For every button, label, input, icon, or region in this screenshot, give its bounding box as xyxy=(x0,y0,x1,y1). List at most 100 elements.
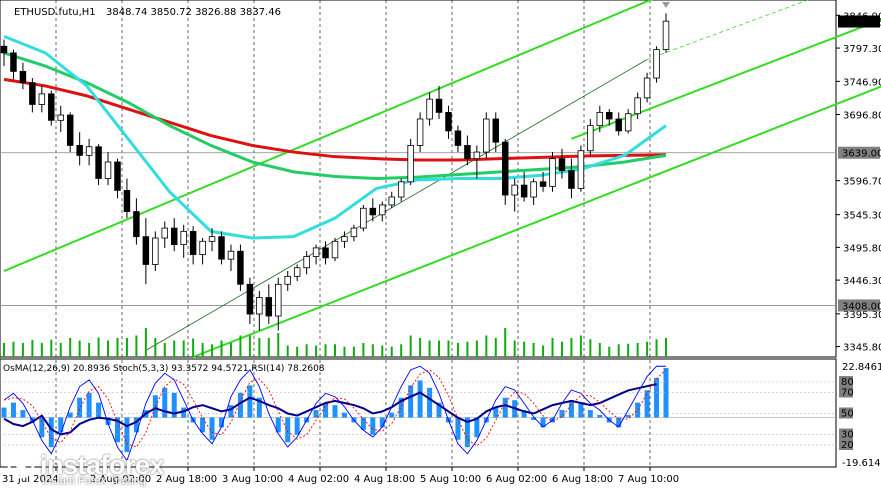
brand-tagline: Instant Forex Trading xyxy=(42,475,146,487)
candle xyxy=(312,244,320,265)
volume-bar xyxy=(542,345,545,357)
candle xyxy=(360,204,367,232)
candle-body xyxy=(218,236,225,260)
channel-upper_line xyxy=(3,0,653,272)
candle xyxy=(615,112,622,136)
candle-body xyxy=(284,275,291,285)
osma-bar xyxy=(171,392,177,418)
volume-bar xyxy=(494,338,497,357)
candle-body xyxy=(170,227,178,246)
volume-bar xyxy=(97,337,100,357)
candle-body xyxy=(606,111,613,120)
osma-bar xyxy=(455,417,461,440)
osma-bar xyxy=(1,407,7,418)
osma-bar xyxy=(370,417,376,435)
candle xyxy=(350,224,358,242)
osma-bar xyxy=(332,405,338,418)
candle-body xyxy=(624,113,632,132)
candle xyxy=(520,171,528,202)
volume-bar xyxy=(154,338,157,357)
osma-bar xyxy=(67,412,73,418)
volume-bar xyxy=(598,343,601,357)
price-tick-label: 3395.30 xyxy=(843,310,881,321)
candle-body xyxy=(180,230,187,246)
osma-bar xyxy=(389,412,395,418)
time-tick-label: 4 Aug 02:00 xyxy=(288,474,349,485)
osma-bar xyxy=(275,417,281,433)
candle xyxy=(265,284,273,324)
candle-body xyxy=(530,181,537,198)
current-price-tag xyxy=(838,15,880,28)
candle-body xyxy=(549,158,556,187)
volume-bar xyxy=(173,340,176,357)
candle xyxy=(445,105,452,139)
candle-body xyxy=(416,118,424,146)
price-tick-label: 3746.90 xyxy=(843,77,881,88)
candle xyxy=(539,171,547,192)
osma-bar xyxy=(58,417,64,433)
candle xyxy=(568,158,575,199)
candle xyxy=(397,178,405,202)
candle-body xyxy=(57,114,64,121)
volume-bar xyxy=(182,340,185,357)
candle-body xyxy=(114,161,121,191)
price-tick-label: 3345.80 xyxy=(843,343,881,354)
brand-name: instaforex xyxy=(40,450,165,480)
candle xyxy=(123,178,131,219)
candle xyxy=(483,112,490,159)
volume-bars xyxy=(3,328,667,357)
candle-body xyxy=(596,111,604,127)
volume-bar xyxy=(352,346,355,357)
osc-level-tag xyxy=(839,439,853,450)
osma-bar xyxy=(587,410,593,418)
candle-body xyxy=(634,97,641,115)
osma-bar xyxy=(20,410,26,418)
osma-bar xyxy=(152,395,158,418)
candle xyxy=(208,228,216,252)
osma-bar xyxy=(48,417,54,448)
volume-bar xyxy=(570,338,573,357)
candle xyxy=(218,231,225,265)
osma-bar xyxy=(10,402,16,418)
time-axis: 31 Jul 2024 2 Aug 02:00 2 Aug 18:00 3 Aug 1… xyxy=(2,467,679,485)
volume-bar xyxy=(201,343,204,357)
volume-bar xyxy=(248,335,251,357)
candle xyxy=(10,49,17,80)
volume-bar xyxy=(608,346,611,357)
volume-bar xyxy=(485,335,488,357)
candle-body xyxy=(492,118,500,143)
channel-mid-extension xyxy=(646,0,808,60)
candle-body xyxy=(152,237,159,265)
candle xyxy=(29,78,36,113)
osma-bar xyxy=(398,397,404,418)
candle xyxy=(133,198,140,245)
candle xyxy=(246,277,254,324)
stoch-main-line xyxy=(3,365,666,462)
volume-bar xyxy=(551,338,554,357)
candle-body xyxy=(577,150,585,189)
candle xyxy=(227,244,235,272)
volume-bar xyxy=(617,344,620,357)
candle xyxy=(473,145,481,179)
candle xyxy=(369,198,377,222)
candle xyxy=(341,231,348,248)
volume-bar xyxy=(409,335,412,357)
osma-bar xyxy=(133,417,139,433)
candle xyxy=(48,90,55,126)
volume-bar xyxy=(636,343,639,357)
osc-level-label: 80 xyxy=(841,377,854,388)
candle xyxy=(549,152,556,192)
candle-body xyxy=(445,111,452,132)
candle-body xyxy=(76,145,83,156)
candle xyxy=(189,226,197,265)
price-tick-label: 3495.80 xyxy=(843,243,881,254)
candle-body xyxy=(539,181,547,187)
candle xyxy=(104,152,112,186)
volume-bar xyxy=(324,344,327,357)
price-axis: 3846.903797.303746.903696.803596.703545.… xyxy=(662,2,881,354)
osma-bar xyxy=(77,397,83,418)
candle-body xyxy=(85,146,93,156)
osma-bar xyxy=(86,392,92,418)
